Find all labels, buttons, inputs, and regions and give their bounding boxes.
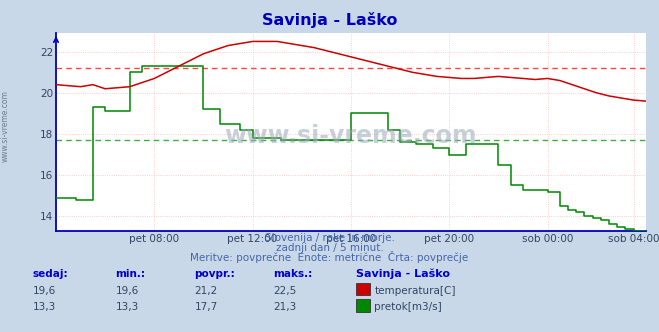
Text: 13,3: 13,3 <box>33 302 56 312</box>
Text: Meritve: povprečne  Enote: metrične  Črta: povprečje: Meritve: povprečne Enote: metrične Črta:… <box>190 251 469 263</box>
Text: temperatura[C]: temperatura[C] <box>374 286 456 295</box>
Text: zadnji dan / 5 minut.: zadnji dan / 5 minut. <box>275 243 384 253</box>
Text: 21,2: 21,2 <box>194 286 217 296</box>
Text: Savinja - Laško: Savinja - Laško <box>356 269 450 279</box>
Text: pretok[m3/s]: pretok[m3/s] <box>374 302 442 312</box>
Text: min.:: min.: <box>115 269 146 279</box>
Text: 19,6: 19,6 <box>33 286 56 296</box>
Text: 17,7: 17,7 <box>194 302 217 312</box>
Text: 13,3: 13,3 <box>115 302 138 312</box>
Text: 22,5: 22,5 <box>273 286 297 296</box>
Text: maks.:: maks.: <box>273 269 313 279</box>
Text: www.si-vreme.com: www.si-vreme.com <box>225 124 477 148</box>
Text: povpr.:: povpr.: <box>194 269 235 279</box>
Text: www.si-vreme.com: www.si-vreme.com <box>1 90 10 162</box>
Text: Slovenija / reke in morje.: Slovenija / reke in morje. <box>264 233 395 243</box>
Text: sedaj:: sedaj: <box>33 269 69 279</box>
Text: 19,6: 19,6 <box>115 286 138 296</box>
Text: Savinja - Laško: Savinja - Laško <box>262 12 397 28</box>
Text: 21,3: 21,3 <box>273 302 297 312</box>
